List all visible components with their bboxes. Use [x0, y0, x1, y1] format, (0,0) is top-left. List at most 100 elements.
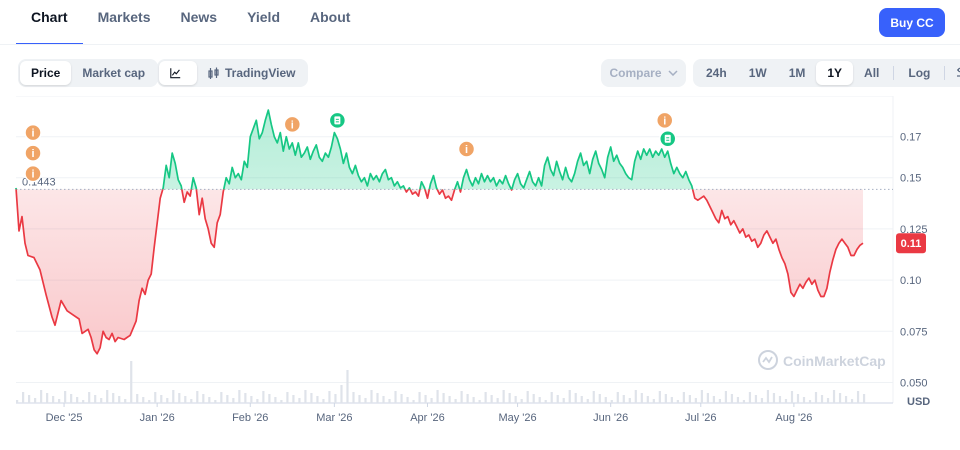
volume-bar: [610, 400, 613, 403]
tab-chart[interactable]: Chart: [16, 0, 83, 45]
volume-bar: [316, 396, 319, 403]
price-chart[interactable]: 0.17 0.15 0.125 0.10 0.075 0.050 Dec '25 Jan '2…: [0, 95, 960, 450]
event-info-glyph: i: [663, 115, 666, 127]
tradingview-button[interactable]: TradingView: [197, 61, 306, 85]
volume-bar: [304, 390, 307, 403]
event-info-glyph: i: [31, 128, 34, 140]
volume-bar: [760, 398, 764, 403]
tab-bar: Chart Markets News Yield About: [16, 0, 365, 45]
price-button[interactable]: Price: [20, 61, 72, 85]
y-tick-label: 0.125: [900, 224, 928, 236]
event-info-glyph: i: [465, 144, 468, 156]
volume-bar: [742, 400, 746, 403]
chart-settings-button[interactable]: [948, 61, 960, 85]
volume-bar: [34, 398, 37, 403]
volume-bar: [358, 395, 361, 403]
volume-bar: [244, 393, 247, 403]
volume-bar: [76, 397, 79, 403]
volume-bar: [370, 390, 373, 403]
line-chart-icon: [170, 68, 181, 79]
volume-bar: [700, 390, 703, 403]
volume-bar: [562, 398, 565, 403]
tab-about[interactable]: About: [310, 9, 351, 25]
volume-bar: [640, 393, 643, 403]
log-button[interactable]: Log: [908, 66, 931, 80]
volume-bar: [154, 392, 157, 403]
buy-button[interactable]: Buy CC: [879, 8, 945, 37]
range-1y[interactable]: 1Y: [816, 61, 854, 85]
event-info-glyph: i: [31, 169, 34, 181]
x-tick-label: Jun '26: [593, 412, 628, 424]
volume-bar: [292, 395, 295, 403]
volume-bar: [424, 395, 427, 403]
volume-bar: [412, 400, 415, 403]
volume-bar: [190, 399, 193, 403]
area-below-baseline: [16, 189, 863, 354]
volume-bar: [166, 398, 169, 403]
volume-bar: [70, 394, 73, 403]
volume-bar: [766, 390, 770, 403]
x-tick-label: Feb '26: [232, 412, 268, 424]
volume-bar: [22, 392, 25, 403]
volume-bar: [670, 397, 673, 403]
volume-bar: [418, 392, 421, 403]
event-info-glyph: i: [291, 119, 294, 131]
volume-bar: [88, 392, 91, 403]
tab-markets[interactable]: Markets: [97, 9, 151, 25]
compare-dropdown[interactable]: Compare: [601, 59, 686, 87]
range-divider: [893, 66, 895, 80]
settings-divider: [944, 66, 946, 80]
volume-bar: [340, 385, 343, 403]
range-selector: 24h 1W 1M 1Y All Log: [693, 59, 960, 87]
volume-bar: [262, 391, 265, 403]
volume-bar: [730, 394, 734, 403]
volume-bar: [616, 392, 619, 403]
event-info-icon: [24, 123, 42, 142]
volume-bar: [220, 392, 223, 403]
volume-bar: [214, 400, 217, 403]
volume-bar: [202, 394, 205, 403]
volume-bar: [622, 395, 625, 403]
line-chart-button[interactable]: [159, 61, 197, 85]
volume-bar: [478, 400, 481, 403]
y-tick-label: 0.075: [900, 326, 928, 338]
volume-bar: [376, 393, 379, 403]
volume-bar: [484, 392, 487, 403]
volume-bar: [772, 393, 776, 403]
market-cap-button[interactable]: Market cap: [82, 66, 146, 80]
volume-bar: [82, 400, 85, 403]
volume-bar: [802, 397, 806, 403]
volume-bar: [712, 396, 715, 403]
volume-bar: [784, 399, 788, 403]
volume-bar: [748, 392, 752, 403]
volume-bar: [16, 400, 19, 403]
volume-bar: [460, 391, 463, 403]
volume-bar: [826, 398, 830, 403]
volume-bar: [94, 395, 97, 403]
volume-bar: [268, 394, 271, 403]
event-info-icon: [24, 144, 42, 162]
tab-divider: [0, 44, 960, 45]
volume-bar: [658, 391, 661, 403]
range-24h[interactable]: 24h: [706, 66, 727, 80]
sliders-icon: [957, 67, 960, 77]
volume-bar: [388, 399, 391, 403]
chevron-down-icon: [667, 70, 678, 76]
volume-bar: [556, 395, 559, 403]
price-chart-svg[interactable]: 0.17 0.15 0.125 0.10 0.075 0.050 Dec '25 Jan '2…: [0, 95, 960, 450]
volume-bar: [136, 394, 139, 403]
volume-bar: [844, 396, 848, 403]
volume-bar: [724, 391, 728, 403]
volume-bar: [754, 395, 758, 403]
volume-bar: [352, 392, 355, 403]
volume-bar: [238, 390, 241, 403]
range-1w[interactable]: 1W: [748, 66, 767, 80]
range-1m[interactable]: 1M: [788, 66, 806, 80]
volume-bar: [718, 399, 722, 403]
tab-yield[interactable]: Yield: [247, 9, 280, 25]
volume-bar: [514, 396, 517, 403]
price-line-down: [15, 189, 864, 355]
tab-news[interactable]: News: [180, 9, 218, 25]
range-all[interactable]: All: [864, 66, 880, 80]
volume-bar: [862, 394, 866, 403]
